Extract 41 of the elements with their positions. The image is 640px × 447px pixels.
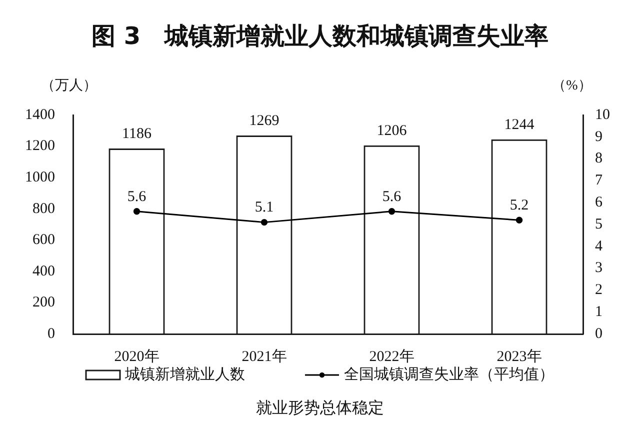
y2-tick-label: 10	[595, 106, 610, 123]
data-label: 1269	[249, 112, 280, 129]
y-tick-label: 800	[32, 200, 55, 217]
x-tick-label: 2023年	[496, 348, 542, 365]
y-tick-label: 1200	[25, 138, 55, 154]
legend-label: 全国城镇调查失业率（平均值）	[344, 366, 554, 383]
legend-label: 城镇新增就业人数	[124, 366, 245, 383]
y2-tick-label: 8	[595, 150, 602, 167]
point	[260, 218, 268, 226]
point	[133, 208, 140, 215]
y2-tick-label: 5	[595, 216, 602, 232]
data-label: 5.1	[254, 200, 274, 216]
data-label: 5.6	[382, 188, 402, 205]
data-label: 5.6	[127, 188, 147, 205]
data-label: 1206	[376, 122, 408, 139]
y-tick-label: 1400	[25, 106, 55, 123]
y2-tick-label: 7	[595, 172, 603, 189]
point	[516, 216, 523, 224]
point	[388, 208, 396, 215]
y2-tick-label: 4	[595, 238, 603, 254]
y-tick-label: 400	[32, 263, 55, 280]
y2-axis-title: （%）	[552, 78, 592, 94]
y2-tick-label: 2	[595, 282, 602, 298]
y2-tick-label: 9	[595, 128, 602, 145]
text: 就业形势总体稳定	[256, 399, 384, 418]
y-tick-label: 600	[32, 232, 55, 248]
y-tick-label: 0	[48, 326, 55, 342]
y-axis-title: （万人）	[41, 78, 97, 94]
data-label: 1244	[504, 116, 535, 133]
x-tick-label: 2021年	[242, 348, 287, 365]
y2-tick-label: 1	[595, 304, 602, 320]
y2-tick-label: 6	[595, 194, 603, 211]
y-tick-label: 200	[32, 294, 55, 311]
y2-tick-label: 3	[595, 260, 602, 276]
data-label: 5.2	[510, 198, 529, 214]
x-tick-label: 2020年	[114, 348, 160, 365]
y-tick-label: 1000	[25, 170, 55, 186]
x-tick-label: 2022年	[369, 348, 414, 365]
data-label: 1186	[122, 126, 152, 142]
y2-tick-label: 0	[595, 326, 602, 342]
chart-title: 图 3 城镇新增就业人数和城镇调查失业率	[91, 22, 549, 50]
